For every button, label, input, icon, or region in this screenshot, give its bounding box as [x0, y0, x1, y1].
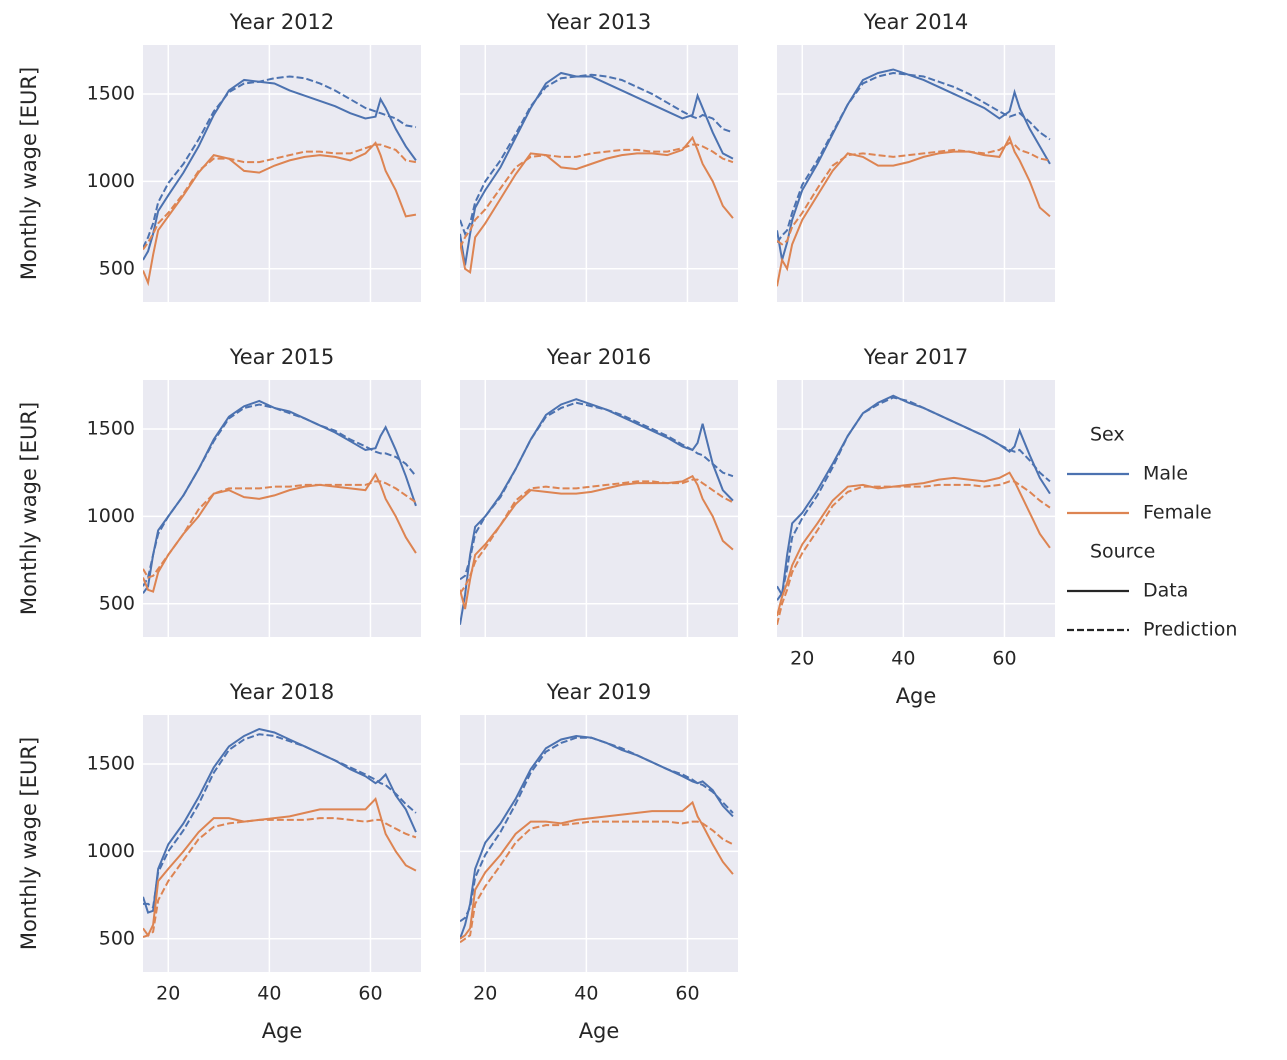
data-line — [460, 478, 734, 594]
data-line — [777, 71, 1051, 244]
y-axis-label: Monthly wage [EUR] — [17, 402, 41, 615]
panel-title: Year 2018 — [229, 680, 335, 704]
legend-label: Prediction — [1143, 619, 1237, 641]
y-tick-label: 1500 — [87, 82, 135, 104]
y-tick-label: 500 — [99, 927, 135, 949]
panel-title: Year 2019 — [546, 680, 652, 704]
y-tick-label: 1000 — [87, 170, 135, 192]
panel-title: Year 2012 — [229, 10, 335, 34]
panel-background — [460, 715, 738, 972]
data-line — [777, 480, 1051, 625]
legend-label: Data — [1143, 580, 1188, 602]
data-line — [143, 78, 417, 261]
data-line — [777, 396, 1051, 601]
panel-background — [460, 380, 738, 637]
data-line — [777, 394, 1051, 599]
data-line — [143, 75, 417, 249]
data-line — [143, 141, 417, 287]
y-tick-label: 1500 — [87, 752, 135, 774]
data-line — [460, 71, 734, 266]
data-line — [460, 401, 734, 581]
legend-label: Female — [1143, 502, 1212, 524]
data-line — [143, 733, 417, 910]
panel-title: Year 2013 — [546, 10, 652, 34]
data-line — [143, 403, 417, 587]
x-tick-label: 20 — [156, 983, 180, 1005]
panel-background — [777, 45, 1055, 302]
data-line — [143, 727, 417, 914]
x-tick-label: 20 — [790, 648, 814, 670]
panel-background — [143, 45, 421, 302]
data-line — [777, 135, 1051, 287]
panel-title: Year 2015 — [229, 345, 335, 369]
panel-title: Year 2016 — [546, 345, 652, 369]
panel-background — [143, 715, 421, 972]
data-line — [460, 143, 734, 249]
x-tick-label: 40 — [891, 648, 915, 670]
legend-label: Male — [1143, 463, 1188, 485]
x-tick-label: 40 — [574, 983, 598, 1005]
x-axis-label: Age — [579, 1019, 620, 1043]
data-line — [460, 474, 734, 610]
y-tick-label: 500 — [99, 257, 135, 279]
y-tick-label: 1000 — [87, 840, 135, 862]
x-axis-label: Age — [262, 1019, 303, 1043]
y-tick-label: 1500 — [87, 417, 135, 439]
legend-title: Source — [1090, 541, 1155, 563]
legend-title: Sex — [1090, 424, 1125, 446]
panel-background — [777, 380, 1055, 637]
x-tick-label: 60 — [675, 983, 699, 1005]
x-axis-label: Age — [896, 684, 937, 708]
data-line — [143, 143, 417, 251]
x-tick-label: 60 — [358, 983, 382, 1005]
data-line — [460, 734, 734, 940]
panel-background — [460, 45, 738, 302]
data-line — [777, 68, 1051, 261]
panel-title: Year 2014 — [863, 10, 969, 34]
data-line — [777, 141, 1051, 246]
x-tick-label: 40 — [257, 983, 281, 1005]
y-axis-label: Monthly wage [EUR] — [17, 67, 41, 280]
y-tick-label: 1000 — [87, 505, 135, 527]
data-line — [143, 817, 417, 938]
y-tick-label: 500 — [99, 592, 135, 614]
x-tick-label: 60 — [992, 648, 1016, 670]
panel-title: Year 2017 — [863, 345, 969, 369]
data-line — [460, 800, 734, 940]
panel-background — [143, 380, 421, 637]
x-tick-label: 20 — [473, 983, 497, 1005]
data-line — [143, 472, 417, 593]
data-line — [460, 820, 734, 944]
data-line — [460, 135, 734, 275]
y-axis-label: Monthly wage [EUR] — [17, 737, 41, 950]
